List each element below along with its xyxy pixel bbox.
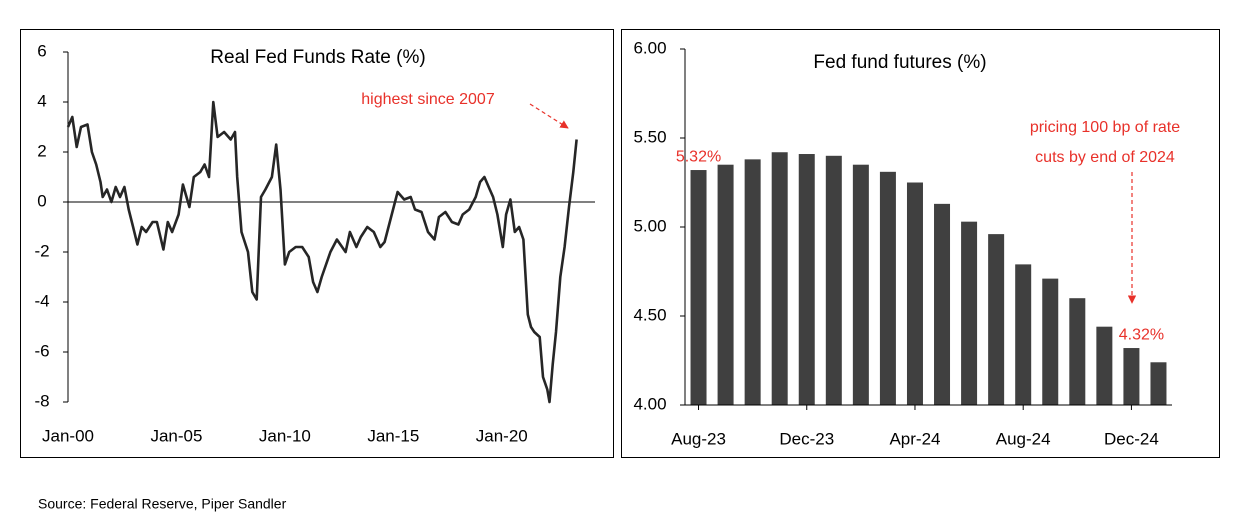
- bar: [879, 171, 896, 405]
- data-label: 4.32%: [1119, 326, 1164, 343]
- y-tick-label: 4: [37, 91, 46, 110]
- y-tick-label: 5.50: [633, 127, 666, 146]
- y-tick-label: -6: [34, 341, 49, 360]
- y-tick-label: 6: [37, 41, 46, 60]
- bar: [1096, 326, 1113, 405]
- bar: [798, 154, 815, 405]
- source-note: Source: Federal Reserve, Piper Sandler: [38, 496, 287, 512]
- chart-title: Fed fund futures (%): [813, 52, 986, 73]
- y-tick-label: 4.00: [633, 394, 666, 413]
- x-tick-label: Apr-24: [889, 429, 940, 448]
- bar: [744, 159, 761, 405]
- annotation: highest since 2007: [361, 91, 495, 108]
- annotation: pricing 100 bp of rate: [1030, 119, 1180, 136]
- annotation: cuts by end of 2024: [1035, 149, 1175, 166]
- x-tick-label: Jan-05: [150, 426, 202, 445]
- data-label: 5.32%: [676, 148, 721, 165]
- bar: [1042, 278, 1059, 405]
- x-tick-label: Aug-23: [671, 429, 726, 448]
- x-tick-label: Jan-15: [367, 426, 419, 445]
- x-tick-label: Aug-24: [996, 429, 1051, 448]
- y-tick-label: -2: [34, 241, 49, 260]
- y-tick-label: -4: [34, 291, 49, 310]
- bar: [1123, 348, 1140, 405]
- bar: [690, 170, 707, 405]
- bar: [961, 221, 978, 405]
- x-tick-label: Dec-23: [779, 429, 834, 448]
- bar: [852, 164, 869, 405]
- line-series: [66, 100, 578, 404]
- bar: [771, 152, 788, 405]
- y-tick-label: 4.50: [633, 305, 666, 324]
- bar: [1069, 298, 1086, 405]
- bar: [825, 155, 842, 405]
- panel-frame: [20, 29, 614, 458]
- y-tick-label: 5.00: [633, 216, 666, 235]
- bar: [1150, 362, 1167, 405]
- y-tick-label: 0: [37, 191, 46, 210]
- bar: [906, 182, 923, 405]
- x-tick-label: Jan-20: [476, 426, 528, 445]
- chart-title: Real Fed Funds Rate (%): [210, 47, 425, 68]
- x-tick-label: Dec-24: [1104, 429, 1159, 448]
- y-tick-label: 2: [37, 141, 46, 160]
- x-tick-label: Jan-10: [259, 426, 311, 445]
- bar: [934, 203, 951, 405]
- bar: [717, 164, 734, 405]
- bar: [988, 234, 1005, 405]
- x-tick-label: Jan-00: [42, 426, 94, 445]
- annotation-arrow: [529, 103, 569, 129]
- panel-frame: [621, 29, 1220, 458]
- y-tick-label: -8: [34, 391, 49, 410]
- y-tick-label: 6.00: [633, 38, 666, 57]
- bar: [1015, 264, 1032, 405]
